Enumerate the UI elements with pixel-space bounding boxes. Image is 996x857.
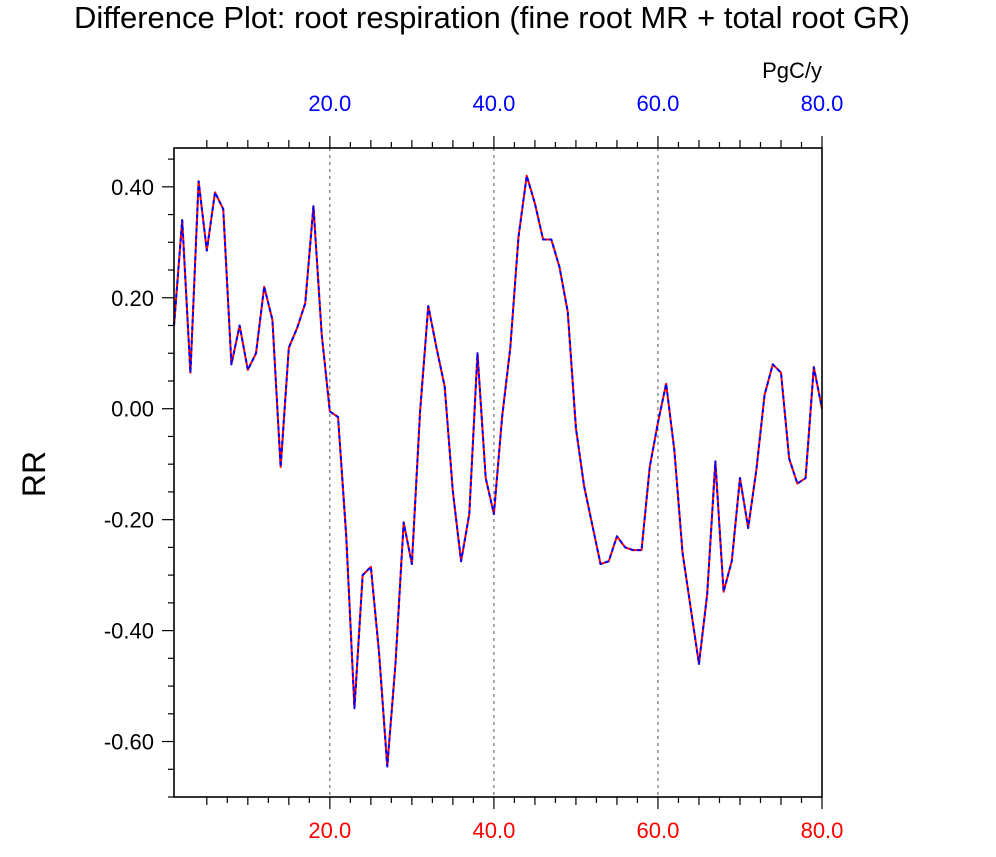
- x-top-tick-label: 60.0: [637, 91, 680, 116]
- y-axis-label: RR: [16, 451, 52, 497]
- tick-labels: 0.40 0.20 0.00 -0.20 -0.40 -0.60 20.0 20.0 40.0 4…: [104, 91, 844, 843]
- axes: [173, 147, 823, 798]
- x-top-tick-label: 40.0: [472, 91, 515, 116]
- x-bottom-tick-label: 80.0: [801, 818, 844, 843]
- series-group: [173, 174, 823, 768]
- x-bottom-tick-label: 20.0: [308, 818, 351, 843]
- y-tick-label: 0.20: [111, 286, 154, 311]
- gridlines: [329, 148, 659, 797]
- y-tick-label: -0.40: [104, 619, 154, 644]
- y-tick-label: -0.60: [104, 730, 154, 755]
- series-blue-line: [173, 174, 823, 768]
- x-top-tick-label: 20.0: [308, 91, 351, 116]
- chart-title: Difference Plot: root respiration (fine …: [74, 0, 910, 35]
- y-tick-label: 0.40: [111, 175, 154, 200]
- units-label: PgC/y: [762, 58, 822, 83]
- y-tick-label: 0.00: [111, 397, 154, 422]
- x-bottom-tick-label: 60.0: [637, 818, 680, 843]
- plot-frame: [173, 147, 823, 798]
- y-tick-label: -0.20: [104, 508, 154, 533]
- x-bottom-tick-label: 40.0: [472, 818, 515, 843]
- tick-marks: [162, 136, 823, 809]
- x-top-tick-label: 80.0: [801, 91, 844, 116]
